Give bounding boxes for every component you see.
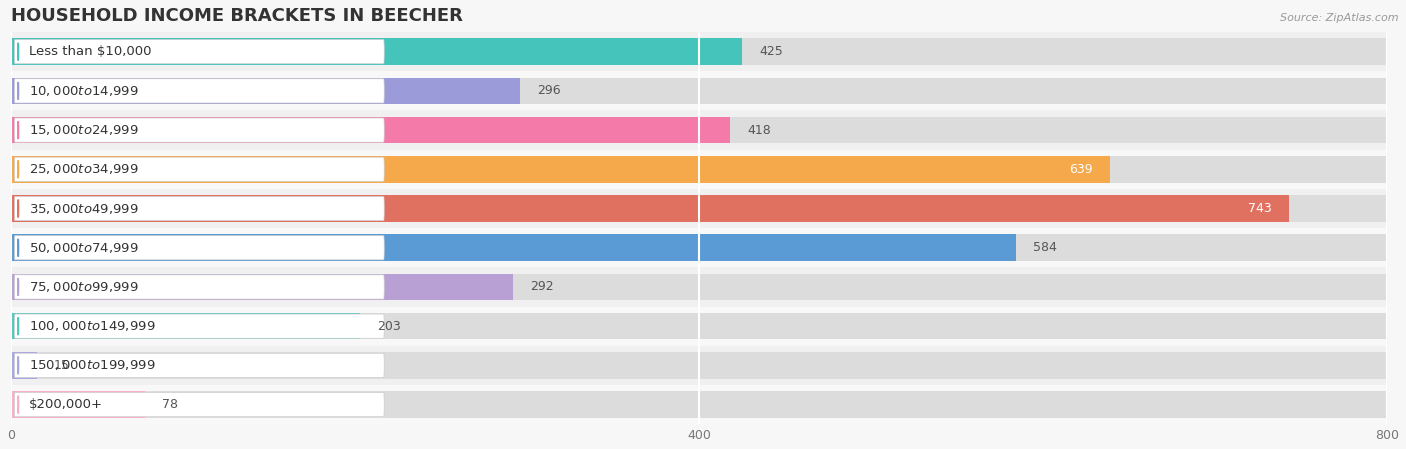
Text: 292: 292	[530, 281, 554, 294]
Bar	[11, 117, 1388, 143]
Text: Source: ZipAtlas.com: Source: ZipAtlas.com	[1281, 13, 1399, 23]
Bar	[11, 110, 1388, 150]
Bar	[11, 391, 145, 418]
Text: $75,000 to $99,999: $75,000 to $99,999	[30, 280, 139, 294]
Text: 418: 418	[747, 123, 770, 136]
Bar	[11, 313, 1388, 339]
Text: $100,000 to $149,999: $100,000 to $149,999	[30, 319, 156, 333]
Bar	[11, 352, 1388, 379]
Text: 425: 425	[759, 45, 783, 58]
FancyBboxPatch shape	[14, 236, 384, 260]
Text: HOUSEHOLD INCOME BRACKETS IN BEECHER: HOUSEHOLD INCOME BRACKETS IN BEECHER	[11, 7, 463, 25]
Bar	[11, 117, 730, 143]
Bar	[11, 78, 1388, 104]
Text: $35,000 to $49,999: $35,000 to $49,999	[30, 202, 139, 216]
FancyBboxPatch shape	[14, 392, 384, 417]
Bar	[11, 195, 1289, 222]
Text: $15,000 to $24,999: $15,000 to $24,999	[30, 123, 139, 137]
Bar	[11, 195, 1388, 222]
Bar	[11, 273, 513, 300]
Text: 584: 584	[1032, 241, 1056, 254]
Bar	[11, 234, 1388, 261]
Bar	[11, 189, 1388, 228]
Text: 15: 15	[53, 359, 70, 372]
FancyBboxPatch shape	[14, 196, 384, 220]
Bar	[11, 346, 1388, 385]
FancyBboxPatch shape	[14, 118, 384, 142]
Bar	[11, 352, 37, 379]
Bar	[11, 273, 1388, 300]
Bar	[11, 391, 1388, 418]
Bar	[11, 313, 360, 339]
FancyBboxPatch shape	[14, 353, 384, 378]
Bar	[11, 307, 1388, 346]
Text: Less than $10,000: Less than $10,000	[30, 45, 152, 58]
Text: $50,000 to $74,999: $50,000 to $74,999	[30, 241, 139, 255]
Text: $10,000 to $14,999: $10,000 to $14,999	[30, 84, 139, 98]
Bar	[11, 38, 1388, 65]
Text: 743: 743	[1249, 202, 1272, 215]
FancyBboxPatch shape	[14, 40, 384, 64]
Text: $150,000 to $199,999: $150,000 to $199,999	[30, 358, 156, 372]
Bar	[11, 150, 1388, 189]
FancyBboxPatch shape	[14, 157, 384, 181]
FancyBboxPatch shape	[14, 79, 384, 103]
FancyBboxPatch shape	[14, 275, 384, 299]
FancyBboxPatch shape	[14, 314, 384, 338]
Bar	[11, 71, 1388, 110]
Bar	[11, 38, 742, 65]
Text: $25,000 to $34,999: $25,000 to $34,999	[30, 162, 139, 176]
Bar	[11, 385, 1388, 424]
Bar	[11, 267, 1388, 307]
Text: 296: 296	[537, 84, 561, 97]
Text: $200,000+: $200,000+	[30, 398, 103, 411]
Text: 78: 78	[162, 398, 179, 411]
Bar	[11, 32, 1388, 71]
Bar	[11, 234, 1015, 261]
Bar	[11, 156, 1111, 183]
Text: 203: 203	[377, 320, 401, 333]
Text: 639: 639	[1070, 163, 1092, 176]
Bar	[11, 228, 1388, 267]
Bar	[11, 156, 1388, 183]
Bar	[11, 78, 520, 104]
